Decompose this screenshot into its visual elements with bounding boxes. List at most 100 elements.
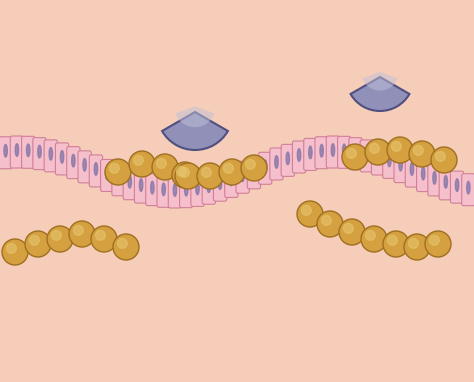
Circle shape [176, 167, 186, 176]
FancyBboxPatch shape [206, 52, 220, 72]
FancyBboxPatch shape [64, 94, 78, 114]
FancyBboxPatch shape [146, 174, 159, 206]
FancyBboxPatch shape [332, 104, 347, 124]
Ellipse shape [128, 175, 131, 188]
FancyBboxPatch shape [16, 18, 31, 38]
Circle shape [201, 167, 211, 177]
Circle shape [387, 137, 413, 163]
FancyBboxPatch shape [16, 94, 31, 114]
Ellipse shape [433, 172, 436, 184]
Circle shape [436, 151, 445, 161]
FancyBboxPatch shape [270, 148, 283, 180]
Ellipse shape [331, 144, 335, 156]
FancyBboxPatch shape [269, 47, 283, 66]
Wedge shape [363, 72, 398, 91]
Ellipse shape [117, 172, 120, 184]
FancyBboxPatch shape [44, 140, 57, 172]
FancyBboxPatch shape [174, 47, 189, 67]
FancyBboxPatch shape [158, 44, 173, 63]
FancyBboxPatch shape [89, 155, 102, 187]
FancyBboxPatch shape [315, 137, 328, 169]
Ellipse shape [388, 154, 391, 167]
FancyBboxPatch shape [428, 164, 441, 196]
Circle shape [317, 211, 343, 237]
Ellipse shape [467, 181, 470, 194]
Circle shape [172, 162, 198, 188]
Circle shape [413, 146, 423, 155]
FancyBboxPatch shape [427, 18, 442, 38]
FancyBboxPatch shape [95, 25, 110, 45]
Ellipse shape [49, 147, 53, 160]
Circle shape [73, 225, 83, 235]
Circle shape [312, 70, 328, 86]
Ellipse shape [241, 169, 244, 181]
FancyBboxPatch shape [174, 123, 189, 143]
Ellipse shape [252, 165, 255, 177]
Ellipse shape [343, 144, 346, 157]
Ellipse shape [297, 149, 301, 161]
FancyBboxPatch shape [55, 143, 69, 175]
Polygon shape [0, 0, 474, 174]
FancyBboxPatch shape [394, 151, 407, 183]
Circle shape [7, 243, 16, 253]
FancyBboxPatch shape [372, 143, 385, 175]
Circle shape [197, 79, 233, 116]
Circle shape [197, 163, 223, 189]
Circle shape [47, 226, 73, 252]
Wedge shape [351, 77, 410, 111]
FancyBboxPatch shape [158, 120, 173, 139]
FancyBboxPatch shape [439, 168, 452, 200]
Circle shape [223, 163, 233, 173]
FancyBboxPatch shape [462, 174, 474, 206]
FancyBboxPatch shape [364, 21, 378, 40]
FancyBboxPatch shape [317, 33, 331, 53]
FancyBboxPatch shape [80, 21, 94, 41]
Polygon shape [0, 0, 474, 170]
Ellipse shape [286, 152, 290, 165]
FancyBboxPatch shape [364, 97, 378, 117]
Ellipse shape [94, 163, 98, 175]
FancyBboxPatch shape [78, 151, 91, 183]
FancyBboxPatch shape [317, 109, 331, 129]
FancyBboxPatch shape [222, 53, 236, 73]
FancyBboxPatch shape [450, 171, 464, 203]
FancyBboxPatch shape [32, 93, 46, 113]
Circle shape [361, 226, 387, 252]
Circle shape [122, 61, 148, 87]
Circle shape [30, 56, 46, 72]
Circle shape [69, 221, 95, 247]
FancyBboxPatch shape [281, 144, 294, 176]
Circle shape [241, 155, 267, 181]
FancyBboxPatch shape [95, 101, 110, 121]
FancyBboxPatch shape [80, 97, 94, 117]
FancyBboxPatch shape [427, 94, 442, 114]
FancyBboxPatch shape [10, 136, 24, 168]
Ellipse shape [15, 144, 18, 156]
FancyBboxPatch shape [380, 94, 394, 114]
Ellipse shape [173, 184, 177, 196]
Circle shape [113, 234, 139, 260]
Circle shape [230, 96, 246, 112]
FancyBboxPatch shape [237, 52, 252, 72]
Circle shape [409, 238, 418, 248]
Circle shape [302, 60, 338, 96]
FancyBboxPatch shape [443, 97, 457, 117]
FancyBboxPatch shape [33, 138, 46, 170]
Circle shape [105, 159, 131, 185]
FancyBboxPatch shape [127, 110, 141, 130]
FancyBboxPatch shape [459, 24, 473, 44]
FancyBboxPatch shape [180, 176, 193, 208]
Circle shape [409, 141, 435, 167]
FancyBboxPatch shape [111, 105, 126, 125]
Circle shape [29, 235, 39, 245]
FancyBboxPatch shape [22, 136, 35, 168]
Ellipse shape [72, 154, 75, 167]
Ellipse shape [196, 182, 199, 195]
Circle shape [25, 51, 51, 77]
FancyBboxPatch shape [112, 164, 125, 196]
FancyBboxPatch shape [123, 168, 137, 200]
Circle shape [118, 238, 128, 248]
Circle shape [225, 91, 251, 117]
Circle shape [2, 239, 28, 265]
Circle shape [387, 47, 403, 63]
